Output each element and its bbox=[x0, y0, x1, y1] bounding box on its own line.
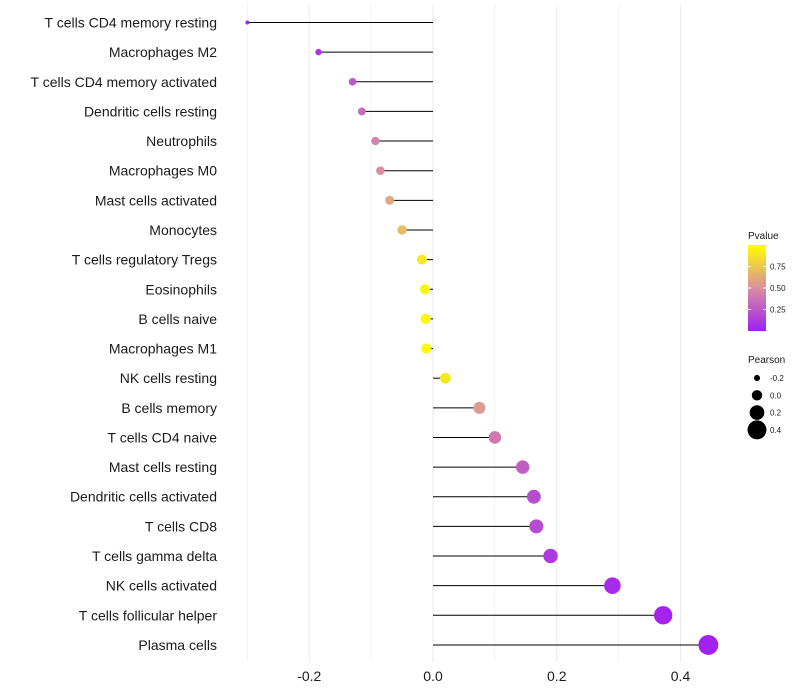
x-tick-label: 0.0 bbox=[423, 668, 443, 684]
data-point bbox=[488, 431, 502, 444]
legend-pearson-title: Pearson bbox=[748, 355, 785, 366]
legend-pearson-label: 0.4 bbox=[770, 426, 782, 435]
category-labels: T cells CD4 memory resting Macrophages M2… bbox=[31, 15, 218, 653]
category-label: NK cells activated bbox=[106, 578, 217, 594]
category-label: T cells CD4 naive bbox=[108, 429, 218, 445]
legend-pvalue-tick-label: 0.25 bbox=[770, 306, 786, 315]
data-point bbox=[529, 519, 544, 534]
legend-pearson-label: -0.2 bbox=[770, 374, 784, 383]
x-tick-labels: -0.2 0.0 0.2 0.4 bbox=[297, 668, 690, 684]
category-label: T cells regulatory Tregs bbox=[72, 252, 217, 268]
data-point bbox=[357, 107, 366, 116]
category-label: Dendritic cells activated bbox=[70, 489, 217, 505]
category-label: Dendritic cells resting bbox=[84, 103, 217, 119]
category-label: Mast cells activated bbox=[95, 192, 217, 208]
category-label: Macrophages M0 bbox=[109, 163, 217, 179]
x-tick-label: 0.2 bbox=[547, 668, 567, 684]
legend-pearson-label: 0.0 bbox=[770, 391, 782, 400]
points bbox=[245, 20, 719, 655]
x-tick-label: 0.4 bbox=[671, 668, 691, 684]
category-label: Neutrophils bbox=[146, 133, 217, 149]
category-label: T cells CD4 memory activated bbox=[31, 74, 217, 90]
data-point bbox=[421, 343, 432, 354]
legend-pvalue: Pvalue 0.75 0.50 0.25 bbox=[748, 231, 786, 331]
data-point bbox=[604, 577, 621, 594]
category-label: Macrophages M1 bbox=[109, 341, 217, 357]
legend-pearson-dot bbox=[747, 420, 767, 440]
legend-pvalue-tick-label: 0.75 bbox=[770, 263, 786, 272]
data-point bbox=[473, 401, 486, 414]
data-point bbox=[371, 136, 380, 146]
category-label: B cells memory bbox=[121, 400, 217, 416]
legend-pearson-dot bbox=[749, 405, 765, 420]
data-point bbox=[515, 460, 530, 474]
data-point bbox=[420, 313, 431, 324]
category-label: NK cells resting bbox=[120, 370, 217, 386]
stems bbox=[247, 22, 709, 646]
category-label: B cells naive bbox=[138, 311, 217, 327]
data-point bbox=[526, 489, 541, 504]
data-point bbox=[397, 225, 407, 235]
legend-pvalue-title: Pvalue bbox=[748, 231, 779, 242]
x-tick-label: -0.2 bbox=[297, 668, 321, 684]
data-point bbox=[698, 634, 719, 655]
category-label: T cells follicular helper bbox=[79, 607, 218, 623]
category-label: Monocytes bbox=[149, 222, 217, 238]
data-point bbox=[439, 372, 451, 384]
data-point bbox=[543, 548, 558, 564]
data-point bbox=[348, 77, 357, 86]
data-point bbox=[653, 606, 673, 625]
legend-pearson-dot bbox=[751, 390, 763, 401]
data-point bbox=[419, 284, 431, 295]
legend-pvalue-colorbar bbox=[748, 245, 766, 331]
data-point bbox=[245, 20, 250, 25]
category-label: Mast cells resting bbox=[109, 459, 217, 475]
category-label: Plasma cells bbox=[138, 637, 217, 653]
category-label: Eosinophils bbox=[145, 281, 217, 297]
category-label: T cells CD4 memory resting bbox=[45, 15, 217, 31]
data-point bbox=[385, 195, 395, 205]
legend-pearson-label: 0.2 bbox=[770, 409, 782, 418]
category-label: Macrophages M2 bbox=[109, 44, 217, 60]
legend-pearson: Pearson -0.2 0.0 0.2 0.4 bbox=[747, 355, 785, 440]
grid-lines bbox=[247, 5, 681, 662]
category-label: T cells CD8 bbox=[145, 518, 217, 534]
data-point bbox=[416, 254, 427, 265]
data-point bbox=[376, 166, 385, 176]
legend-pearson-dot bbox=[753, 374, 761, 382]
legend-pvalue-tick-label: 0.50 bbox=[770, 284, 786, 293]
category-label: T cells gamma delta bbox=[92, 548, 217, 564]
data-point bbox=[315, 48, 322, 56]
